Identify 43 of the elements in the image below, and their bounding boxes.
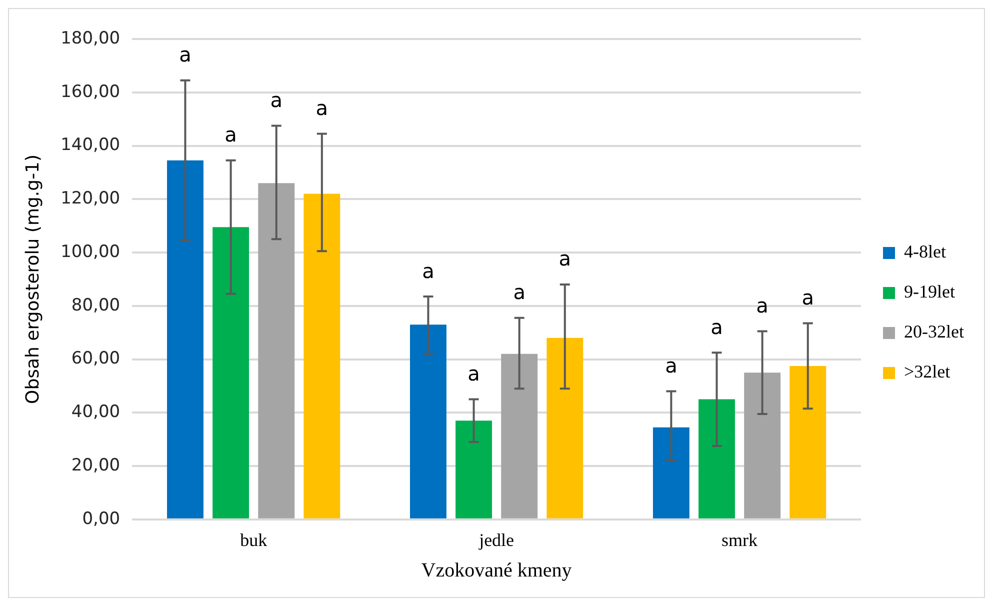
bar [212,227,250,518]
annotation: a [558,246,572,271]
bar [501,354,538,518]
y-tick-label: 20,00 [71,455,120,476]
bar [652,427,690,518]
y-tick-label: 80,00 [71,295,120,316]
bar [744,372,781,518]
bar [698,399,735,518]
annotation: a [802,285,814,310]
y-tick-label: 140,00 [60,135,120,156]
bar [304,194,340,518]
annotation: a [270,88,282,112]
bar [167,160,204,518]
y-tick-label: 160,00 [60,82,120,102]
annotation: a [710,314,723,339]
legend-label: 9-19let [904,282,956,302]
y-axis-title: Obsah ergosterolu (mg.g-1) [22,154,44,404]
x-tick-label: smrk [722,530,758,550]
annotation: a [422,258,434,283]
legend-label: 4-8let [904,242,946,262]
bar [456,420,492,518]
bar [258,183,295,518]
bar [546,338,584,518]
annotation: a [224,122,237,147]
bar [790,366,826,518]
y-tick-label: 60,00 [71,348,120,369]
y-tick-label: 100,00 [60,242,120,262]
y-tick-label: 180,00 [60,28,120,48]
legend-label: 20-32let [904,322,964,342]
legend-label: >32let [904,362,950,382]
annotation: a [179,42,192,67]
annotation: a [756,293,768,318]
y-tick-label: 0,00 [82,508,120,529]
annotation: a [513,280,526,304]
x-tick-label: buk [240,530,268,550]
annotation: a [316,96,328,120]
y-tick-label: 40,00 [71,402,120,422]
bar [410,324,446,518]
x-tick-label: jedle [478,530,514,550]
annotation: a [665,353,678,378]
annotation: a [468,362,480,386]
y-tick-label: 120,00 [60,188,120,209]
x-axis-title: Vzokované kmeny [421,559,572,582]
